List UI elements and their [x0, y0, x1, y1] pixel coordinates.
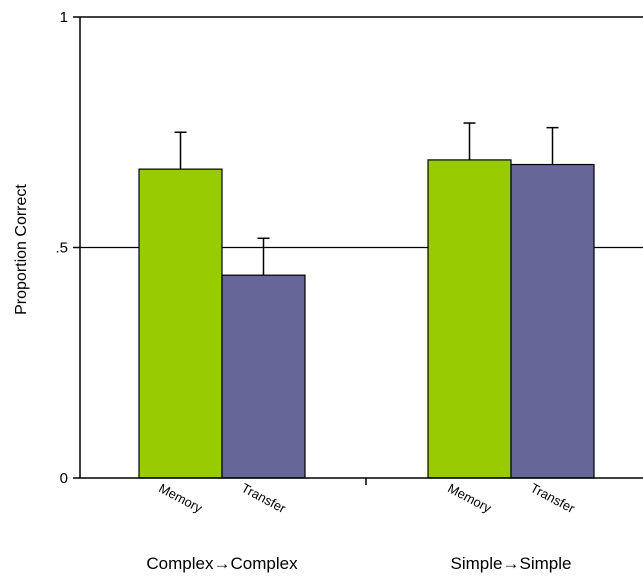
x-axis: Memory Transfer Complex→Complex Memory Trans…: [80, 477, 643, 573]
bar-category-label: Transfer: [528, 480, 578, 516]
bar-category-label: Transfer: [239, 480, 289, 516]
y-axis-label: Proportion Correct: [13, 184, 30, 315]
group-label: Complex→Complex: [146, 554, 298, 573]
y-axis: 0.51: [55, 9, 81, 487]
bar-memory: [138, 168, 223, 479]
bar-memory: [427, 159, 512, 479]
y-tick-label: 0: [60, 470, 68, 487]
y-tick-label: 1: [60, 9, 68, 26]
y-tick-label: .5: [55, 240, 68, 257]
bar-category-label: Memory: [156, 480, 205, 516]
group-label: Simple→Simple: [451, 554, 572, 573]
bar-category-label: Memory: [445, 480, 494, 516]
bars: [138, 122, 595, 479]
bar-transfer: [510, 163, 595, 479]
bar-transfer: [221, 274, 306, 479]
